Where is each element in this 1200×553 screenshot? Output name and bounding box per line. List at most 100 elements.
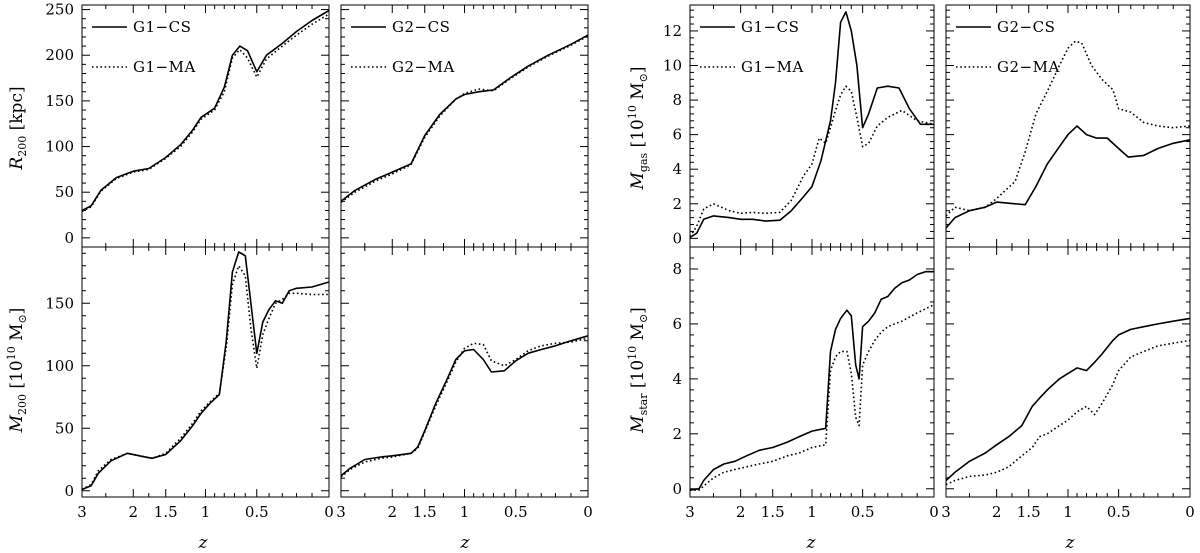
plot-frame: [340, 4, 589, 248]
series-line-r200-g2-ma: [340, 35, 589, 203]
y-tick-label: 10: [663, 57, 682, 75]
x-tick-label: 1: [1063, 503, 1073, 521]
svg-text:M200 [1010 M⊙]: M200 [1010 M⊙]: [5, 308, 29, 434]
x-tick-label: 1: [807, 503, 817, 521]
y-tick-label: 100: [45, 138, 74, 156]
svg-text:R200 [kpc]: R200 [kpc]: [7, 86, 29, 170]
x-tick-label: 0.5: [1107, 503, 1131, 521]
y-tick-label: 4: [672, 370, 682, 388]
panel-r200-g2: G2−CS G2−MA: [340, 4, 589, 248]
series-line-mgas-g2-ma: [945, 40, 1191, 217]
svg-text:Mgas [1010 M⊙]: Mgas [1010 M⊙]: [626, 66, 650, 190]
y-tick-label: 0: [672, 480, 682, 498]
panel-mstar-g1: 3 2 1.5 1 0.5 0 0 2 4 6 8: [672, 246, 939, 521]
y-tick-label: 8: [672, 260, 682, 278]
y-tick-label: 6: [672, 315, 682, 333]
x-tick-label: 0.5: [851, 503, 875, 521]
y-tick-label: 150: [45, 92, 74, 110]
xlabel-right-b: z: [1065, 533, 1076, 553]
y-tick-label: 4: [672, 160, 682, 178]
panel-mgas-g2: G2−CS G2−MA: [945, 4, 1191, 248]
x-tick-label: 3: [77, 503, 87, 521]
y-tick-label: 50: [55, 419, 74, 437]
legend-label-ma: G1−MA: [741, 58, 804, 76]
y-tick-label: 2: [672, 195, 682, 213]
legend-label-ma: G1−MA: [133, 58, 196, 76]
y-tick-label: 50: [55, 183, 74, 201]
ylabel-m200: M200 [1010 M⊙]: [5, 308, 29, 434]
plot-frame: [689, 246, 935, 498]
y-tick-label: 250: [45, 1, 74, 19]
series-line-m200-g1-ma: [81, 265, 329, 491]
series-line-mgas-g1-cs: [689, 11, 934, 239]
legend-label-cs: G1−CS: [741, 18, 799, 36]
panel-mstar-g2: 3 2 1.5 1 0.5 0: [941, 246, 1195, 521]
panels: 050100150200250G1−CSG1−MAG2−CSG2−MA02468…: [45, 1, 1194, 521]
y-tick-label: 2: [672, 425, 682, 443]
x-tick-label: 2: [128, 503, 138, 521]
x-tick-label: 2: [736, 503, 746, 521]
ylabel-r200: R200 [kpc]: [7, 86, 29, 170]
legend-label-ma: G2−MA: [997, 58, 1060, 76]
ylabel-mgas: Mgas [1010 M⊙]: [626, 66, 650, 190]
plot-frame: [81, 246, 330, 498]
x-tick-label: 3: [336, 503, 346, 521]
x-tick-label: 2: [992, 503, 1002, 521]
y-tick-label: 0: [672, 229, 682, 247]
series-line-mstar-g1-ma: [690, 303, 935, 491]
x-tick-label: 0: [583, 503, 593, 521]
y-tick-label: 100: [45, 357, 74, 375]
legend-label-cs: G1−CS: [133, 18, 191, 36]
series-line-m200-g1-cs: [81, 251, 330, 491]
series-line-mgas-g2-cs: [945, 125, 1191, 229]
plot-frame: [689, 4, 935, 248]
y-tick-label: 12: [663, 22, 682, 40]
x-tick-label: 3: [685, 503, 695, 521]
plot-frame: [945, 246, 1191, 498]
x-tick-label: 0: [929, 503, 939, 521]
x-tick-label: 0.5: [245, 503, 269, 521]
series-line-r200-g1-ma: [81, 13, 330, 213]
ylabel-mstar: Mstar [1010 M⊙]: [626, 307, 650, 434]
series-line-mstar-g2-ma: [945, 339, 1191, 486]
x-tick-label: 3: [941, 503, 951, 521]
series-line-m200-g2-ma: [340, 337, 589, 478]
xlabel-left-b: z: [460, 533, 471, 553]
x-tick-label: 1: [460, 503, 470, 521]
plot-frame: [340, 246, 589, 498]
xlabel-right-a: z: [806, 533, 817, 553]
y-tick-label: 0: [64, 482, 74, 500]
series-line-r200-g1-cs: [81, 9, 330, 212]
x-tick-label: 0.5: [504, 503, 528, 521]
x-tick-label: 0: [1185, 503, 1195, 521]
x-tick-label: 1.5: [1017, 503, 1041, 521]
y-tick-label: 200: [45, 46, 74, 64]
legend-label-cs: G2−CS: [392, 18, 450, 36]
panel-m200-g2: 3 2 1.5 1 0.5 0: [336, 246, 593, 521]
series-line-mstar-g2-cs: [945, 317, 1191, 482]
series-line-r200-g2-cs: [340, 34, 589, 202]
panel-r200-g1: 0 50 100 150 200 250 G1−CS G1−MA: [45, 1, 330, 248]
x-tick-label: 1.5: [761, 503, 785, 521]
series-line-m200-g2-cs: [340, 335, 589, 477]
y-tick-label: 150: [45, 294, 74, 312]
svg-text:Mstar [1010 M⊙]: Mstar [1010 M⊙]: [626, 307, 650, 434]
plot-frame: [945, 4, 1191, 248]
plot-frame: [81, 4, 330, 248]
xlabel-left-a: z: [198, 533, 209, 553]
x-tick-label: 1.5: [154, 503, 178, 521]
x-tick-label: 1.5: [413, 503, 437, 521]
x-tick-label: 0: [324, 503, 334, 521]
panel-m200-g1: 3 2 1.5 1 0.5 0 0 50 100 150: [45, 246, 334, 521]
x-tick-label: 2: [387, 503, 397, 521]
x-tick-label: 1: [201, 503, 211, 521]
series-line-mgas-g1-ma: [689, 85, 935, 238]
y-tick-label: 0: [64, 229, 74, 247]
legend-label-cs: G2−CS: [997, 18, 1055, 36]
panel-mgas-g1: 0 2 4 6 8 10 12 G1−CS G1−MA: [663, 4, 935, 248]
y-tick-label: 6: [672, 126, 682, 144]
series-line-mstar-g1-cs: [689, 270, 934, 491]
y-tick-label: 8: [672, 91, 682, 109]
legend-label-ma: G2−MA: [392, 58, 455, 76]
